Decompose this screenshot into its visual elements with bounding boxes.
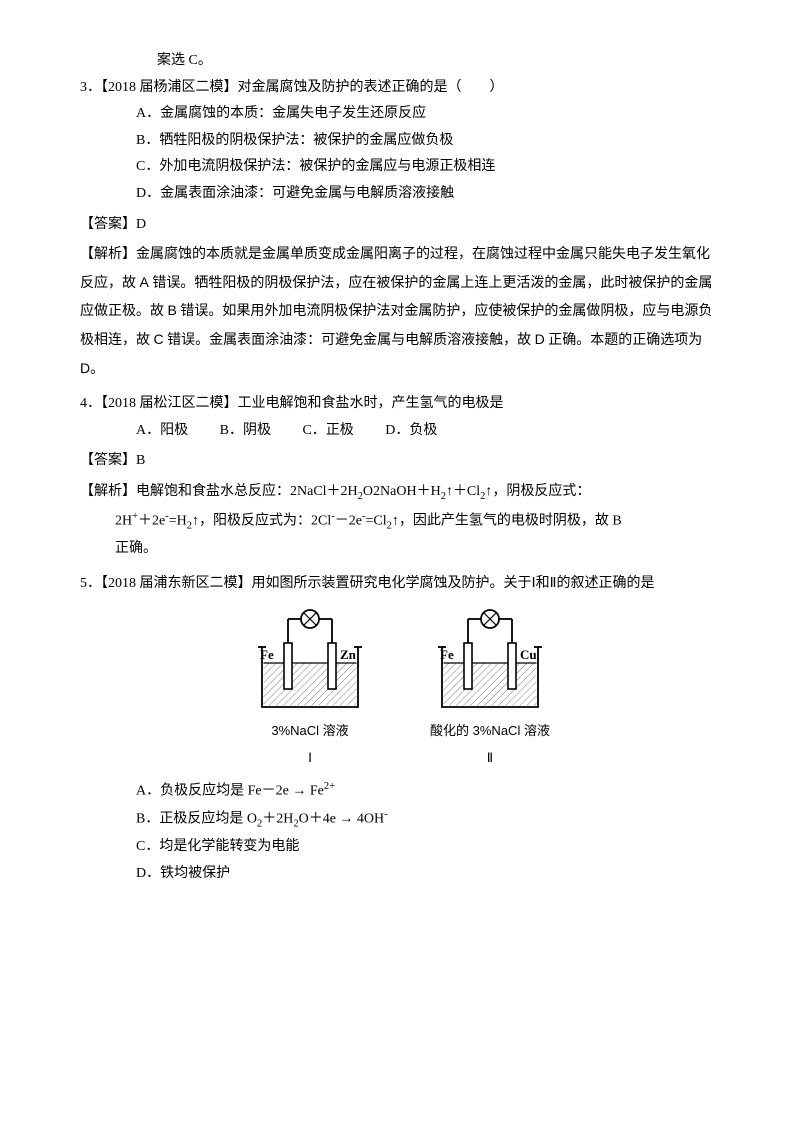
q3-bold-d2: D (80, 360, 90, 376)
q4-l2a: 2H (115, 513, 132, 528)
q3-bold-b: B (168, 302, 177, 318)
q4-stem: 4．【2018 届松江区二模】工业电解饱和食盐水时，产生氢气的电极是 (80, 391, 720, 418)
q5-stem: 5．【2018 届浦东新区二模】用如图所示装置研究电化学腐蚀及防护。关于Ⅰ和Ⅱ的… (80, 571, 720, 598)
q5-option-d: D．铁均被保护 (80, 861, 720, 888)
fig1-number: Ⅰ (308, 746, 312, 771)
q4-l2f: =Cl (365, 513, 386, 528)
document-page: 案选 C。 3．【2018 届杨浦区二模】对金属腐蚀及防护的表述正确的是（ ） … (0, 0, 800, 1132)
q5-a-pre: A．负极反应均是 Fe－2e → Fe (136, 783, 324, 798)
q3-bold-d1: D (535, 331, 545, 347)
q4-l1a: 【解析】电解饱和食盐水总反应：2NaCl＋2H (80, 484, 358, 499)
q4-l2b: ＋2e (138, 513, 165, 528)
q3-stem: 3．【2018 届杨浦区二模】对金属腐蚀及防护的表述正确的是（ ） (80, 75, 720, 102)
q3-answer: 【答案】D (80, 212, 720, 239)
q5-figure-row: Fe Zn 3%NaCl 溶液 Ⅰ (80, 607, 720, 770)
q4-l1c: ↑＋Cl (446, 484, 480, 499)
q3-txt-c: 错误。金属表面涂油漆：可避免金属与电解质溶液接触，故 (164, 333, 535, 348)
q3-option-c: C．外加电流阴极保护法：被保护的金属应与电源正极相连 (80, 154, 720, 181)
previous-answer-tail: 案选 C。 (80, 48, 720, 75)
q5-b-mid: ＋2H (262, 812, 293, 827)
q3-txt-d2: 。 (90, 362, 104, 377)
q4-l2g: ↑，因此产生氢气的电极时阴极，故 B (392, 513, 622, 528)
q3-option-b: B．牺牲阳极的阴极保护法：被保护的金属应做负极 (80, 128, 720, 155)
q4-l1d: ↑，阴极反应式： (485, 484, 590, 499)
fig2-left-label: Fe (440, 647, 454, 662)
q4-l1b: O2NaOH＋H (363, 484, 441, 499)
q4-analysis: 【解析】电解饱和食盐水总反应：2NaCl＋2H2O2NaOH＋H2↑＋Cl2↑，… (80, 479, 720, 563)
beaker-svg-1: Fe Zn (240, 607, 380, 717)
q5-option-a: A．负极反应均是 Fe－2e → Fe2+ (80, 777, 720, 805)
fig2-number: Ⅱ (487, 746, 493, 771)
q4-options: A．阳极 B．阴极 C．正极 D．负极 (80, 418, 720, 445)
q4-l2c: =H (169, 513, 187, 528)
q3-option-d: D．金属表面涂油漆：可避免金属与电解质溶液接触 (80, 181, 720, 208)
fig1-left-label: Fe (260, 647, 274, 662)
q4-answer: 【答案】B (80, 448, 720, 475)
q4-l2e: －2e (335, 513, 362, 528)
q4-l3: 正确。 (80, 536, 157, 563)
fig2-solution-label: 酸化的 3%NaCl 溶液 (430, 719, 550, 744)
fig2-right-label: Cu (520, 647, 537, 662)
beaker-svg-2: Fe Cu (420, 607, 560, 717)
q5-figure-1: Fe Zn 3%NaCl 溶液 Ⅰ (240, 607, 380, 770)
q3-analysis: 【解析】金属腐蚀的本质就是金属单质变成金属阳离子的过程，在腐蚀过程中金属只能失电… (80, 242, 720, 383)
fig1-solution-label: 3%NaCl 溶液 (271, 719, 348, 744)
q5-b-pre: B．正极反应均是 O (136, 812, 257, 827)
q3-option-a: A．金属腐蚀的本质：金属失电子发生还原反应 (80, 101, 720, 128)
q3-bold-a: A (140, 274, 149, 290)
q4-l2d: ↑，阳极反应式为：2Cl (192, 513, 331, 528)
q5-figure-2: Fe Cu 酸化的 3%NaCl 溶液 Ⅱ (420, 607, 560, 770)
q5-option-c: C．均是化学能转变为电能 (80, 834, 720, 861)
q5-option-b: B．正极反应均是 O2＋2H2O＋4e → 4OH- (80, 805, 720, 834)
q5-b-after: O＋4e → 4OH (299, 812, 385, 827)
q5-stem-text: 5．【2018 届浦东新区二模】用如图所示装置研究电化学腐蚀及防护。关于Ⅰ和Ⅱ的… (80, 576, 655, 591)
fig1-right-label: Zn (340, 647, 357, 662)
q3-txt-d1: 正确。本题的正确选项为 (545, 333, 703, 348)
q3-bold-c: C (154, 331, 164, 347)
